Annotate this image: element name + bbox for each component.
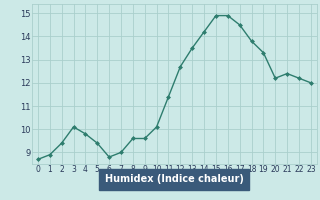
X-axis label: Humidex (Indice chaleur): Humidex (Indice chaleur) (105, 174, 244, 184)
